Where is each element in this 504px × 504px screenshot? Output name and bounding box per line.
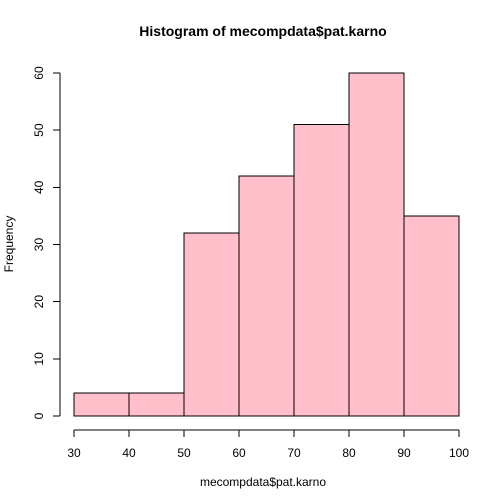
x-tick-label-70: 70 [287,446,301,460]
y-tick-label-40: 40 [32,180,46,194]
y-tick-label-30: 30 [32,238,46,252]
histogram-bar-30-40 [73,392,130,417]
x-tick-label-40: 40 [122,446,136,460]
x-tick-label-100: 100 [449,446,469,460]
histogram-bars [73,72,460,417]
y-axis-label: Frequency [2,216,16,273]
y-tick-label-50: 50 [32,123,46,137]
chart-title: Histogram of mecompdata$pat.karno [139,23,386,39]
x-tick-label-30: 30 [67,446,81,460]
y-tick-label-20: 20 [32,295,46,309]
x-tick-label-60: 60 [232,446,246,460]
histogram-bar-50-60 [183,232,240,417]
y-tick-label-10: 10 [32,352,46,366]
x-tick-label-90: 90 [397,446,411,460]
x-axis: 30 40 50 60 70 80 90 100 [67,429,469,460]
histogram-bar-70-80 [293,123,350,417]
x-tick-label-50: 50 [177,446,191,460]
histogram-bar-90-100 [403,215,460,417]
x-tick-label-80: 80 [342,446,356,460]
y-tick-label-0: 0 [32,412,46,419]
y-axis: 0 10 20 30 40 50 60 [32,66,61,419]
x-axis-label: mecompdata$pat.karno [200,475,326,489]
histogram-bar-80-90 [348,72,405,417]
y-tick-label-60: 60 [32,66,46,80]
histogram-bar-60-70 [238,175,295,417]
histogram-bar-40-50 [128,392,185,417]
